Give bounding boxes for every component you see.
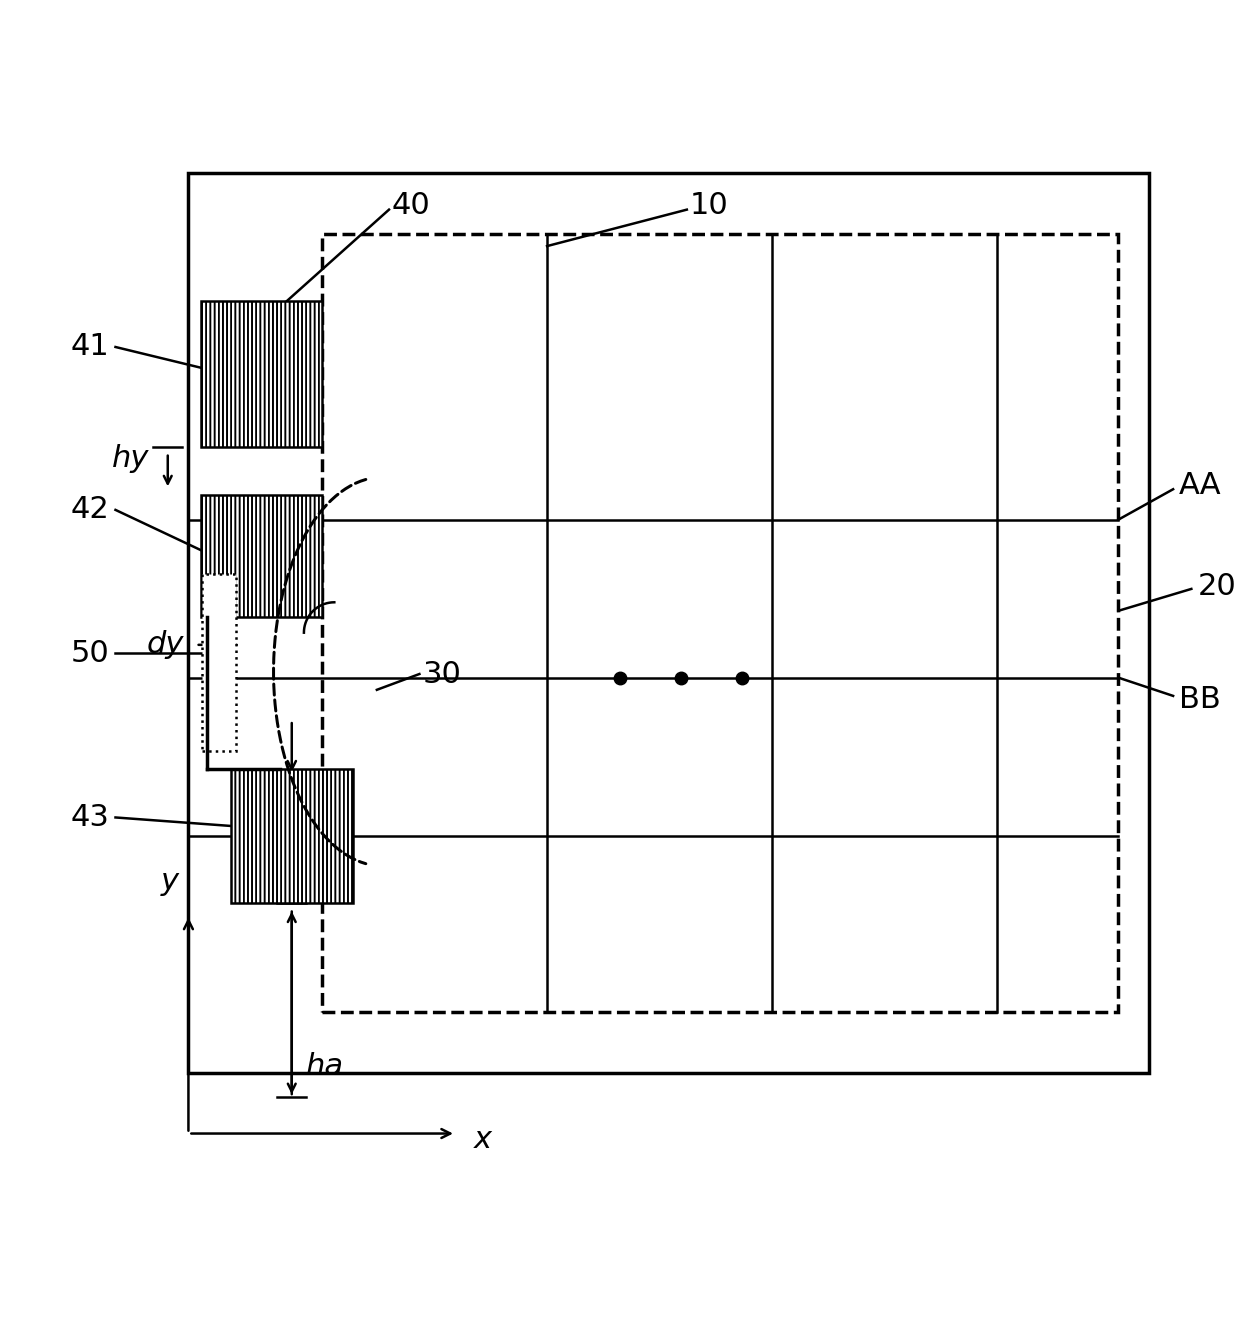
Bar [201, 301, 322, 447]
Bar [231, 769, 352, 902]
Bar [201, 301, 322, 447]
Text: dy: dy [146, 631, 184, 659]
Text: 20: 20 [1198, 572, 1236, 602]
Bar [201, 495, 322, 616]
Bar [201, 495, 322, 616]
Bar [201, 301, 322, 447]
Bar [188, 173, 1148, 1073]
Text: 10: 10 [689, 192, 728, 221]
Text: x: x [474, 1125, 492, 1154]
Bar [202, 574, 236, 751]
Text: hy: hy [112, 445, 150, 474]
Bar [201, 495, 322, 616]
Bar [231, 769, 352, 902]
Text: y: y [161, 868, 180, 897]
Text: 42: 42 [71, 495, 109, 524]
Text: 30: 30 [423, 659, 463, 688]
Text: BB: BB [1179, 685, 1221, 713]
Bar [201, 495, 322, 616]
Text: 40: 40 [392, 192, 430, 221]
Text: 41: 41 [71, 333, 109, 362]
Bar [201, 495, 322, 616]
Text: AA: AA [1179, 471, 1221, 500]
Bar [201, 301, 322, 447]
Bar [201, 301, 322, 447]
Bar [231, 769, 352, 902]
Text: 50: 50 [71, 639, 109, 668]
Bar [231, 769, 352, 902]
Bar [322, 234, 1118, 1012]
Bar [231, 769, 352, 902]
Text: ha: ha [306, 1053, 345, 1081]
Text: 43: 43 [71, 803, 109, 832]
